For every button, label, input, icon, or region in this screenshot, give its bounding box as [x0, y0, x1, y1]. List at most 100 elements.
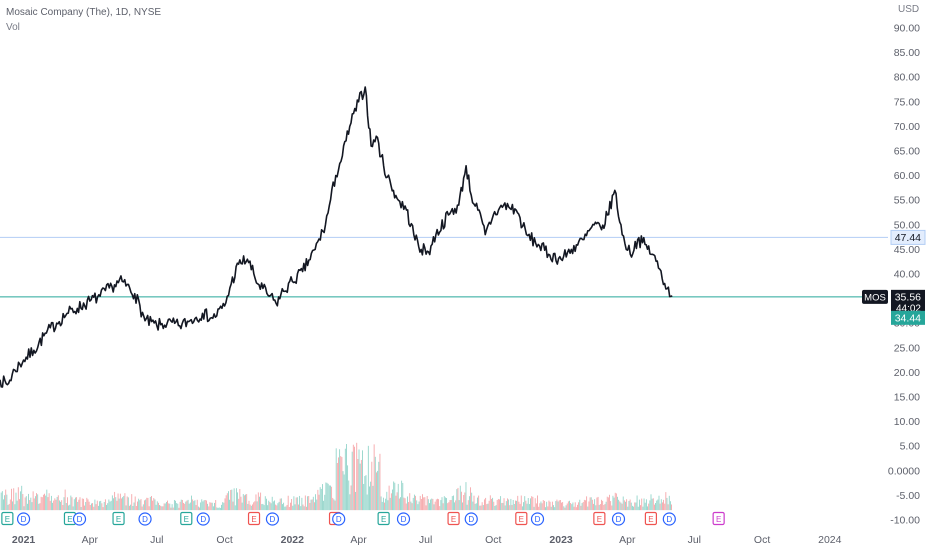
volume-bar [485, 497, 487, 511]
volume-bar [374, 456, 376, 511]
volume-bar [285, 506, 287, 511]
price-tick-label: 90.00 [894, 23, 920, 35]
volume-bar [4, 495, 6, 511]
volume-bar [486, 504, 488, 511]
earnings-marker[interactable]: E [377, 511, 390, 526]
dividend-marker-circle [530, 512, 545, 526]
volume-bar [437, 498, 438, 511]
volume-bar [446, 498, 447, 511]
volume-bar [241, 502, 243, 511]
volume-bar [180, 499, 182, 511]
volume-bar [479, 505, 481, 511]
volume-bar [591, 499, 593, 511]
time-tick-label: 2024 [818, 534, 842, 546]
dividend-marker[interactable]: D [72, 512, 87, 526]
dividend-marker-glyph: D [142, 515, 148, 524]
volume-bar [658, 495, 660, 511]
volume-bar [286, 504, 288, 511]
earnings-marker-glyph: E [5, 515, 10, 524]
volume-bar [547, 506, 549, 511]
volume-bar [346, 444, 347, 511]
volume-bar [386, 491, 388, 511]
volume-bar [186, 500, 188, 511]
volume-bar [357, 459, 359, 511]
volume-bar [392, 489, 393, 511]
currency-label: USD [898, 4, 919, 15]
volume-bar [268, 500, 270, 511]
volume-bar [666, 497, 668, 511]
dividend-marker[interactable]: D [396, 512, 411, 526]
volume-bar [307, 496, 309, 511]
volume-bar [554, 507, 556, 511]
volume-bar [631, 505, 633, 511]
volume-bar [146, 497, 148, 511]
volume-bar [669, 501, 671, 511]
volume-bar [528, 504, 530, 511]
volume-bar [240, 496, 242, 511]
dividend-marker[interactable]: D [196, 512, 210, 526]
price-tick-label: 55.00 [894, 195, 920, 207]
volume-bar [108, 499, 110, 511]
volume-bar [295, 497, 297, 511]
dividend-marker[interactable]: D [530, 512, 545, 526]
earnings-marker[interactable]: E [712, 511, 725, 526]
dividend-marker[interactable]: D [332, 512, 346, 526]
earnings-marker[interactable]: E [515, 511, 528, 526]
dividend-marker[interactable]: D [138, 512, 152, 526]
volume-bar [132, 505, 134, 511]
dividend-marker-glyph: D [21, 515, 27, 524]
volume-bar [596, 497, 598, 511]
volume-bar [580, 505, 582, 511]
price-series-line[interactable] [0, 86, 673, 388]
dividend-marker[interactable]: D [464, 512, 478, 526]
horizontal-level-badge[interactable] [890, 229, 926, 245]
event-markers[interactable]: EDEDEDEDEDEDEDEDEDEDEDE [1, 511, 725, 526]
volume-bar [299, 495, 301, 511]
earnings-marker[interactable]: E [447, 511, 460, 526]
volume-bar [301, 497, 303, 511]
earnings-marker[interactable]: E [247, 511, 261, 526]
volume-bar [649, 500, 651, 511]
volume-bar [566, 503, 568, 511]
volume-bar [641, 498, 643, 511]
support-level-badge [891, 310, 925, 325]
price-line-group [0, 86, 673, 388]
volume-bar [537, 495, 538, 511]
volume-bar [471, 492, 473, 511]
volume-bar [170, 507, 172, 511]
volume-bar [364, 476, 366, 511]
price-tick-label: 50.00 [894, 219, 920, 231]
dividend-marker[interactable]: D [265, 512, 280, 526]
volume-bar [524, 496, 526, 511]
volume-bar [217, 507, 219, 511]
volume-bar [491, 498, 492, 511]
earnings-marker[interactable]: E [112, 511, 125, 526]
volume-bar [330, 485, 331, 511]
dividend-marker[interactable]: D [662, 512, 676, 526]
dividend-marker-glyph: D [200, 515, 206, 524]
earnings-marker[interactable]: E [644, 511, 658, 526]
dividend-marker[interactable]: D [16, 512, 31, 526]
volume-bar [659, 503, 661, 511]
volume-bar [130, 504, 132, 511]
volume-bar [617, 496, 618, 511]
earnings-marker[interactable]: E [593, 511, 606, 526]
volume-bar [508, 499, 510, 511]
earnings-marker[interactable]: E [180, 511, 193, 526]
dividend-marker[interactable]: D [611, 512, 626, 526]
volume-bar [160, 505, 162, 511]
volume-bar [521, 506, 523, 511]
earnings-marker[interactable]: E [1, 511, 14, 526]
volume-bar [487, 503, 489, 511]
volume-bar [16, 500, 18, 511]
volume-bar [225, 495, 227, 511]
volume-bar [340, 456, 342, 511]
volume-bar [440, 500, 442, 511]
volume-bar [221, 504, 222, 511]
volume-bar [235, 488, 237, 511]
time-tick-label: Apr [619, 534, 636, 546]
volume-bar [315, 494, 316, 511]
volume-bar [215, 500, 217, 511]
